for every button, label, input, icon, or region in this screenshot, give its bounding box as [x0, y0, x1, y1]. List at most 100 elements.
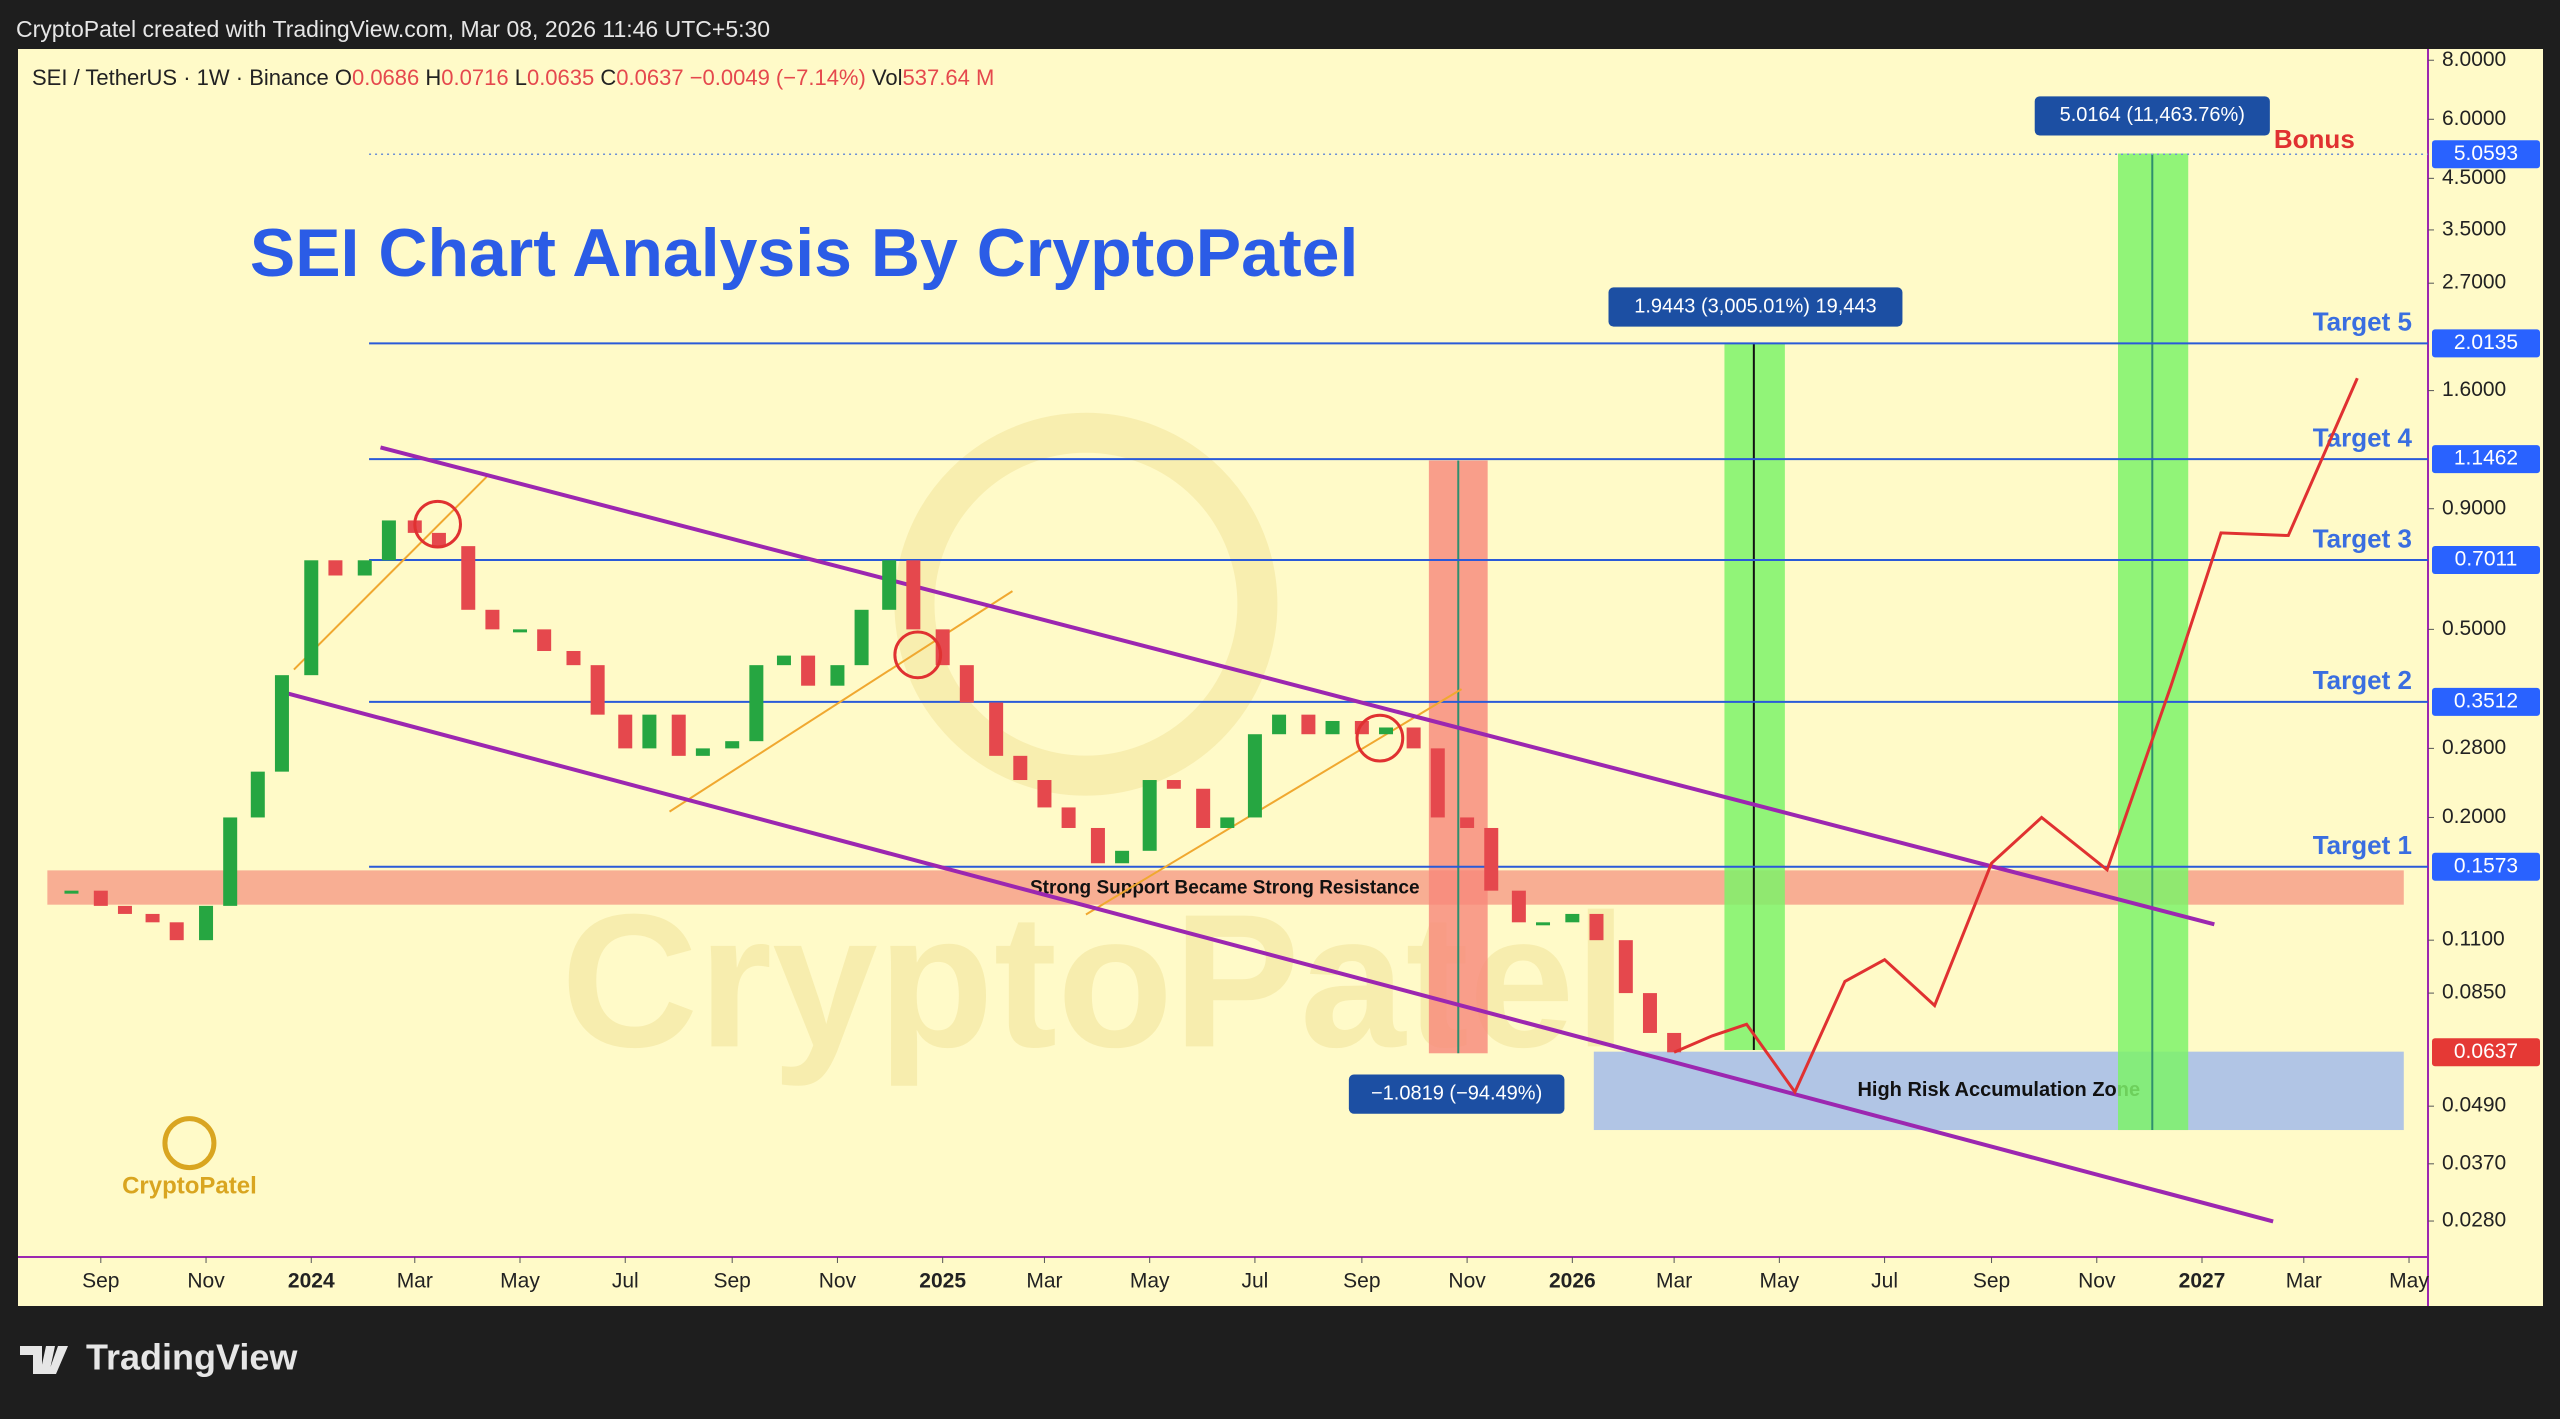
legend-l_label: L	[515, 65, 527, 90]
candle	[93, 890, 108, 906]
logo-icon	[20, 1346, 68, 1374]
x-tick-label: Jul	[1241, 1269, 1268, 1292]
candle	[461, 546, 476, 610]
candle	[1667, 1032, 1682, 1053]
y-tick-label: 4.5000	[2442, 166, 2506, 189]
candle	[64, 890, 79, 894]
candle	[1325, 720, 1340, 735]
accumulation-zone	[1593, 1051, 2404, 1131]
x-tick-label: 2025	[919, 1269, 966, 1292]
candle	[1142, 780, 1157, 851]
x-tick-label: 2026	[1549, 1269, 1596, 1292]
candle	[906, 560, 921, 630]
candle	[830, 665, 845, 686]
candle	[882, 560, 897, 610]
candle	[1460, 817, 1475, 828]
price-badge	[2432, 445, 2540, 474]
support-zone	[47, 870, 2404, 905]
candle	[801, 655, 816, 686]
y-tick-label: 6.0000	[2442, 107, 2506, 130]
rise1-label: 1.9443 (3,005.01%) 19,443	[1634, 295, 1876, 317]
candle	[304, 560, 319, 676]
candle	[1379, 727, 1394, 735]
price-badge-label: 0.1573	[2454, 854, 2518, 877]
candle	[169, 922, 184, 941]
channel-line	[277, 688, 2274, 1224]
y-tick-label: 0.2000	[2442, 805, 2506, 828]
candle	[1430, 748, 1445, 818]
legend-vol_label: Vol	[872, 65, 903, 90]
level-name: Target 2	[2313, 665, 2412, 695]
x-tick-label: Sep	[714, 1269, 751, 1292]
candle	[671, 714, 686, 756]
candle	[223, 817, 238, 906]
highlight-circle	[893, 630, 943, 680]
candle	[1484, 827, 1499, 891]
legend: SEI / TetherUS · 1W · Binance O0.0686 H0…	[32, 65, 994, 90]
candle	[1115, 850, 1130, 864]
legend-high: 0.0716	[441, 65, 508, 90]
candle	[1406, 727, 1421, 749]
candle	[1166, 780, 1181, 789]
price-badge	[2432, 687, 2540, 716]
highlight-circle	[1355, 713, 1405, 763]
candle	[485, 609, 500, 630]
legend-low: 0.0635	[527, 65, 594, 90]
trend-line	[668, 590, 1014, 813]
candle	[1272, 714, 1287, 735]
y-tick-label: 2.7000	[2442, 271, 2506, 294]
legend-close: 0.0637	[616, 65, 683, 90]
level-name: Target 1	[2313, 830, 2412, 860]
y-tick-label: 1.6000	[2442, 378, 2506, 401]
y-tick-label: 3.5000	[2442, 217, 2506, 240]
plot: Strong Support Became Strong Resistance H…	[18, 48, 2540, 1306]
legend-volume: 537.64 M	[903, 65, 995, 90]
candle	[1037, 780, 1052, 808]
x-tick-label: Mar	[1656, 1269, 1692, 1292]
y-tick-label: 0.0280	[2442, 1209, 2506, 1232]
y-tick-label: 0.0370	[2442, 1151, 2506, 1174]
projection-line	[1673, 377, 2359, 1095]
header-text: CryptoPatel created with TradingView.com…	[16, 16, 770, 42]
price-badge	[2432, 545, 2540, 574]
channel-line	[379, 445, 2215, 927]
candle	[1618, 940, 1633, 994]
x-tick-label: Nov	[819, 1269, 857, 1292]
candle	[1196, 788, 1211, 828]
rise1-box	[1608, 287, 1903, 327]
price-badge-label: 5.0593	[2454, 142, 2518, 165]
candle	[1642, 993, 1657, 1033]
x-tick-label: Nov	[2078, 1269, 2116, 1292]
x-tick-label: Sep	[1973, 1269, 2010, 1292]
candle	[566, 650, 581, 666]
candle	[1090, 827, 1105, 864]
candle	[1536, 922, 1551, 926]
y-tick-label: 8.0000	[2442, 48, 2506, 71]
x-tick-label: Sep	[82, 1269, 119, 1292]
x-tick-label: May	[1760, 1269, 1800, 1292]
candle	[1247, 734, 1262, 818]
legend-o_label: O	[335, 65, 352, 90]
logo-mark	[162, 1116, 217, 1171]
candle	[642, 714, 657, 749]
candle	[250, 771, 265, 818]
price-badge	[2432, 852, 2540, 881]
x-tick-label: Jul	[1871, 1269, 1898, 1292]
candle	[513, 629, 528, 633]
last-price-badge	[2432, 1038, 2540, 1067]
tradingview-logo: TradingView	[20, 1337, 298, 1378]
legend-open: 0.0686	[352, 65, 419, 90]
rise2-box	[2034, 96, 2270, 136]
x-tick-label: Nov	[1448, 1269, 1486, 1292]
footer-brand: TradingView	[86, 1337, 298, 1378]
candle	[989, 702, 1004, 756]
last-price-label: 0.0637	[2454, 1040, 2518, 1063]
highlight-circle	[413, 499, 463, 549]
level-name: Target 4	[2313, 422, 2413, 452]
price-badge	[2432, 140, 2540, 169]
y-tick-label: 0.0490	[2442, 1094, 2506, 1117]
candle	[590, 665, 605, 715]
candle	[381, 520, 396, 561]
drop-box	[1348, 1074, 1565, 1114]
